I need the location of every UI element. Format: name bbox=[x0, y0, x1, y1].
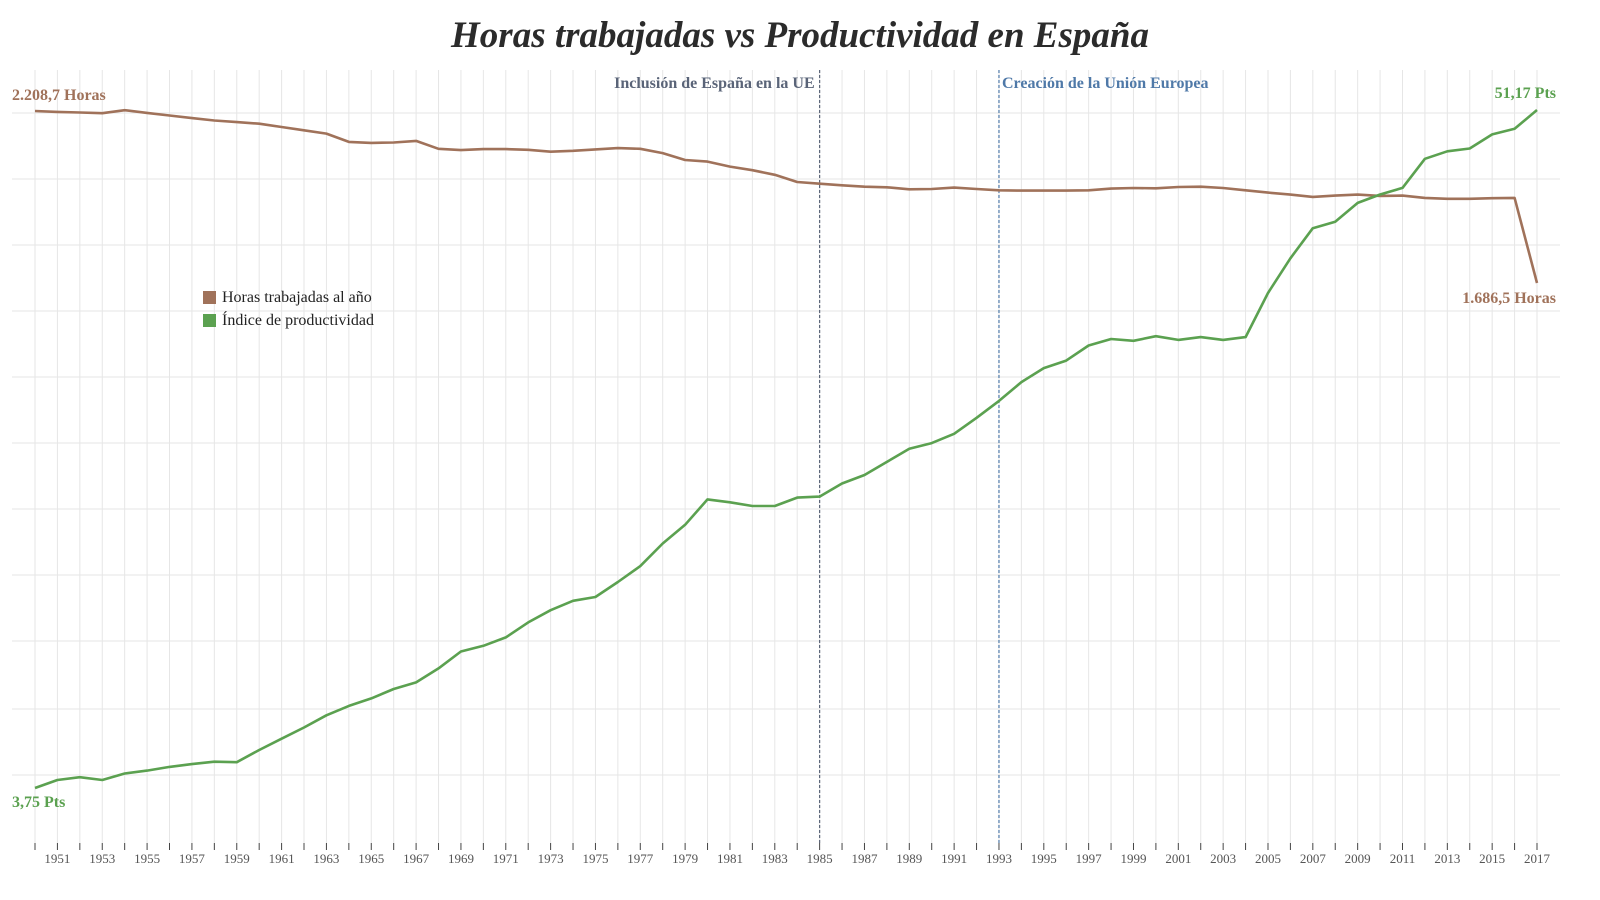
x-tick-label: 1951 bbox=[44, 851, 70, 866]
x-tick-label: 1971 bbox=[493, 851, 519, 866]
series-line-hours bbox=[34, 108, 1539, 284]
x-tick-label: 2015 bbox=[1479, 851, 1505, 866]
event-label: Inclusión de España en la UE bbox=[614, 75, 815, 92]
legend-item-productivity[interactable]: Índice de productividad bbox=[203, 309, 374, 332]
hours-start-label: 2.208,7 Horas bbox=[12, 87, 106, 104]
x-tick-label: 1991 bbox=[941, 851, 967, 866]
event-label: Creación de la Unión Europea bbox=[1002, 75, 1209, 92]
hours-end-label: 1.686,5 Horas bbox=[1462, 290, 1556, 307]
x-tick-label: 1973 bbox=[538, 851, 564, 866]
legend: Horas trabajadas al año Índice de produc… bbox=[203, 286, 374, 332]
x-tick-label: 1981 bbox=[717, 851, 743, 866]
x-tick-label: 1993 bbox=[986, 851, 1012, 866]
legend-swatch-hours bbox=[203, 291, 216, 304]
x-tick-label: 1999 bbox=[1120, 851, 1146, 866]
series-end-labels: 2.208,7 Horas 1.686,5 Horas 3,75 Pts 51,17 … bbox=[12, 85, 1556, 811]
x-tick-label: 1997 bbox=[1076, 851, 1103, 866]
series-line-productivity bbox=[34, 109, 1538, 790]
productivity-start-label: 3,75 Pts bbox=[12, 794, 65, 811]
x-tick-label: 1957 bbox=[179, 851, 206, 866]
x-tick-label: 1963 bbox=[313, 851, 339, 866]
event-markers: Inclusión de España en la UE Creación de … bbox=[614, 70, 1209, 843]
x-tick-label: 1975 bbox=[582, 851, 608, 866]
x-tick-label: 2001 bbox=[1165, 851, 1191, 866]
x-tick-label: 1995 bbox=[1031, 851, 1057, 866]
legend-label-hours: Horas trabajadas al año bbox=[222, 288, 372, 306]
productivity-end-label: 51,17 Pts bbox=[1495, 85, 1556, 102]
x-axis: 1951 1953 1955 1957 1959 1961 1963 1965 1967 1969… bbox=[34, 843, 1551, 866]
x-tick-label: 1989 bbox=[896, 851, 922, 866]
chart-title: Horas trabajadas vs Productividad en Esp… bbox=[451, 15, 1149, 56]
x-tick-label: 1983 bbox=[762, 851, 788, 866]
x-tick-label: 1965 bbox=[358, 851, 384, 866]
x-tick-label: 2009 bbox=[1345, 851, 1371, 866]
x-tick-label: 2013 bbox=[1434, 851, 1460, 866]
grid-lines bbox=[12, 70, 1560, 843]
x-tick-label: 2011 bbox=[1390, 851, 1416, 866]
x-tick-label: 1953 bbox=[89, 851, 115, 866]
x-tick-label: 1959 bbox=[224, 851, 250, 866]
x-tick-label: 2005 bbox=[1255, 851, 1281, 866]
x-tick-label: 1967 bbox=[403, 851, 430, 866]
series-lines bbox=[34, 108, 1539, 790]
x-tick-label: 1979 bbox=[672, 851, 698, 866]
x-tick-label: 1969 bbox=[448, 851, 474, 866]
legend-swatch-productivity bbox=[203, 314, 216, 327]
x-tick-label: 2007 bbox=[1300, 851, 1327, 866]
legend-item-hours[interactable]: Horas trabajadas al año bbox=[203, 286, 374, 309]
x-tick-label: 2017 bbox=[1524, 851, 1551, 866]
x-tick-label: 1961 bbox=[269, 851, 295, 866]
x-tick-label: 1955 bbox=[134, 851, 160, 866]
legend-label-productivity: Índice de productividad bbox=[222, 311, 374, 329]
x-tick-label: 2003 bbox=[1210, 851, 1236, 866]
x-tick-label: 1985 bbox=[807, 851, 833, 866]
x-tick-label: 1987 bbox=[851, 851, 878, 866]
x-tick-label: 1977 bbox=[627, 851, 654, 866]
